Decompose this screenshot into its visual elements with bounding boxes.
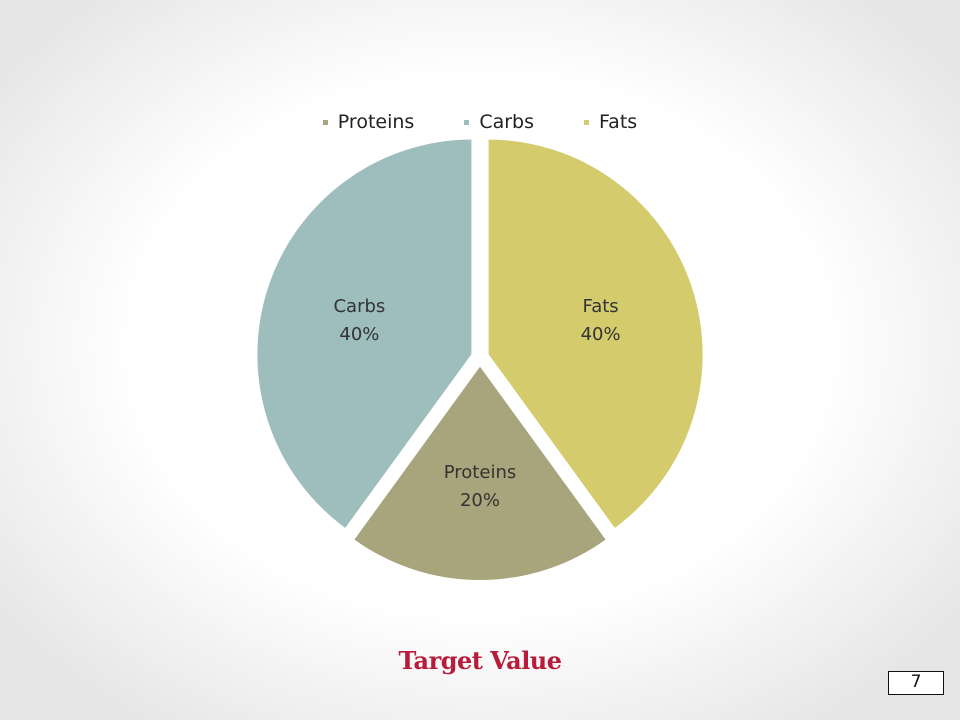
legend-label-carbs: Carbs [479,111,534,133]
page-number: 7 [888,671,944,695]
slice-value-fats: 40% [581,324,621,345]
slice-value-proteins: 20% [460,490,500,511]
legend-item-proteins: Proteins [322,111,415,133]
chart-legend: Proteins Carbs Fats [0,108,960,136]
legend-item-carbs: Carbs [464,111,534,133]
legend-label-proteins: Proteins [337,111,415,133]
slice-label-carbs: Carbs [333,296,385,317]
legend-label-fats: Fats [599,111,638,133]
pie-slice-proteins [351,363,609,582]
slice-label-fats: Fats [583,296,619,317]
legend-swatch-fats [584,119,589,125]
pie-slice-fats [486,137,705,531]
chart-caption: Target Value [398,646,562,675]
legend-swatch-carbs [464,119,470,125]
legend-swatch-proteins [322,119,328,125]
pie-slice-carbs [255,137,474,531]
slice-value-carbs: 40% [339,324,379,345]
legend-item-fats: Fats [584,111,637,133]
slice-label-proteins: Proteins [444,462,516,483]
